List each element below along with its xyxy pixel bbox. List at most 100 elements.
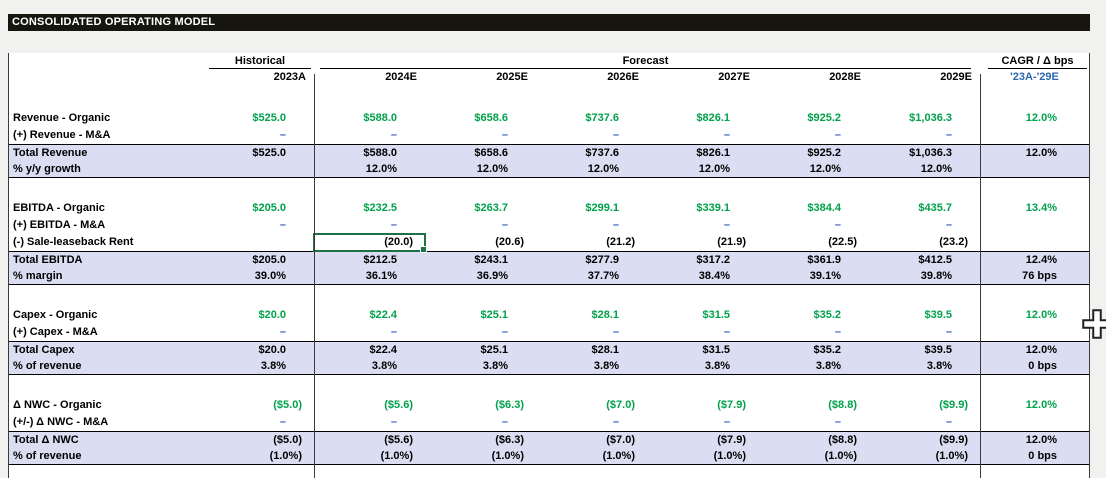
value-cell[interactable]: 3.8% (482, 360, 508, 372)
value-cell[interactable]: $22.4 (369, 344, 397, 356)
cagr-cell[interactable] (980, 324, 1089, 341)
cagr-cell[interactable]: 12.0% (1025, 434, 1057, 446)
value-cell[interactable]: $232.5 (363, 202, 397, 214)
cagr-cell[interactable]: 12.0% (1025, 344, 1057, 356)
value-cell[interactable]: $925.2 (807, 147, 841, 159)
value-cell[interactable]: – (612, 326, 619, 338)
value-cell[interactable]: $25.1 (480, 309, 508, 321)
value-cell[interactable]: – (945, 416, 952, 428)
year-header-2029e[interactable]: 2029E (940, 71, 972, 83)
value-cell[interactable]: – (945, 219, 952, 231)
cagr-cell[interactable]: 0 bps (1028, 450, 1057, 462)
value-cell[interactable]: $826.1 (696, 112, 730, 124)
value-cell[interactable]: $658.6 (474, 147, 508, 159)
value-cell[interactable]: $22.4 (369, 309, 397, 321)
value-cell[interactable]: (21.9) (717, 236, 746, 248)
value-cell[interactable]: (22.5) (828, 236, 857, 248)
value-cell[interactable]: $588.0 (363, 147, 397, 159)
cagr-cell[interactable]: 12.4% (1025, 254, 1057, 266)
value-cell[interactable]: (1.0%) (935, 450, 968, 462)
value-cell[interactable]: – (723, 219, 730, 231)
cagr-cell[interactable]: 13.4% (1025, 202, 1057, 214)
value-cell[interactable]: 37.7% (587, 270, 619, 282)
value-cell[interactable]: $35.2 (813, 344, 841, 356)
value-cell[interactable]: 12.0% (476, 163, 508, 175)
cagr-cell[interactable]: 12.0% (1025, 112, 1057, 124)
row-label-cell[interactable]: % margin (13, 270, 63, 282)
value-cell[interactable]: – (945, 326, 952, 338)
row-label-cell[interactable]: Total Capex (13, 344, 75, 356)
value-cell[interactable]: – (279, 219, 286, 231)
cagr-cell[interactable] (980, 127, 1089, 144)
cagr-period-header[interactable]: '23A-'29E (1010, 71, 1059, 83)
value-cell[interactable]: 39.0% (254, 270, 286, 282)
value-cell[interactable]: – (834, 416, 841, 428)
row-label-cell[interactable]: Capex - Organic (13, 309, 98, 321)
row-label-cell[interactable]: Total Δ NWC (13, 434, 79, 446)
cagr-cell[interactable] (980, 161, 1089, 177)
value-cell[interactable]: ($7.0) (606, 399, 635, 411)
row-label-cell[interactable]: (+) Revenue - M&A (13, 129, 111, 141)
value-cell[interactable]: ($7.9) (717, 434, 746, 446)
value-cell[interactable]: 39.1% (809, 270, 841, 282)
value-cell[interactable]: 12.0% (809, 163, 841, 175)
value-cell[interactable]: $31.5 (702, 344, 730, 356)
value-cell[interactable]: $20.0 (258, 309, 286, 321)
value-cell[interactable]: – (723, 129, 730, 141)
value-cell[interactable]: 3.8% (704, 360, 730, 372)
year-header-2026e[interactable]: 2026E (607, 71, 639, 83)
value-cell[interactable]: – (501, 416, 508, 428)
value-cell[interactable]: (20.6) (495, 236, 524, 248)
cagr-group-header[interactable]: CAGR / Δ bps (988, 54, 1087, 69)
row-label-cell[interactable]: (+) Capex - M&A (13, 326, 98, 338)
value-cell[interactable]: $384.4 (807, 202, 841, 214)
value-cell[interactable]: $28.1 (591, 309, 619, 321)
value-cell[interactable]: $435.7 (918, 202, 952, 214)
row-label-cell[interactable]: Revenue - Organic (13, 112, 111, 124)
value-cell[interactable]: ($6.3) (495, 434, 524, 446)
cagr-cell[interactable]: 76 bps (1022, 270, 1057, 282)
value-cell[interactable]: $525.0 (252, 112, 286, 124)
value-cell[interactable]: – (279, 416, 286, 428)
value-cell[interactable]: ($9.9) (939, 434, 968, 446)
value-cell[interactable]: $361.9 (807, 254, 841, 266)
value-cell[interactable]: ($7.9) (717, 399, 746, 411)
value-cell[interactable]: – (612, 416, 619, 428)
year-header-2025e[interactable]: 2025E (496, 71, 528, 83)
value-cell[interactable]: – (612, 129, 619, 141)
value-cell[interactable]: $25.1 (480, 344, 508, 356)
value-cell[interactable]: ($5.6) (384, 434, 413, 446)
value-cell[interactable]: – (723, 326, 730, 338)
value-cell[interactable]: $525.0 (252, 147, 286, 159)
row-label-cell[interactable]: % of revenue (13, 360, 82, 372)
value-cell[interactable]: 12.0% (587, 163, 619, 175)
value-cell[interactable]: $737.6 (585, 147, 619, 159)
value-cell[interactable]: $205.0 (252, 254, 286, 266)
row-label-cell[interactable]: (+/-) Δ NWC - M&A (13, 416, 109, 428)
value-cell[interactable]: $277.9 (585, 254, 619, 266)
row-label-cell[interactable]: % of revenue (13, 450, 82, 462)
historical-group-header[interactable]: Historical (209, 54, 311, 69)
value-cell[interactable]: – (723, 416, 730, 428)
value-cell[interactable]: – (279, 129, 286, 141)
value-cell[interactable]: 36.1% (365, 270, 397, 282)
value-cell[interactable]: $39.5 (924, 309, 952, 321)
value-cell[interactable]: (1.0%) (380, 450, 413, 462)
value-cell[interactable]: – (501, 219, 508, 231)
value-cell[interactable]: 12.0% (920, 163, 952, 175)
forecast-group-header[interactable]: Forecast (320, 54, 971, 69)
year-header-2024e[interactable]: 2024E (385, 71, 417, 83)
value-cell[interactable]: 39.8% (920, 270, 952, 282)
value-cell[interactable]: 3.8% (593, 360, 619, 372)
value-cell[interactable]: 3.8% (815, 360, 841, 372)
row-label-cell[interactable]: Total Revenue (13, 147, 88, 159)
value-cell[interactable]: (1.0%) (491, 450, 524, 462)
value-cell[interactable]: – (390, 416, 397, 428)
value-cell[interactable]: 12.0% (365, 163, 397, 175)
value-cell[interactable]: ($9.9) (939, 399, 968, 411)
cagr-cell[interactable]: 0 bps (1028, 360, 1057, 372)
value-cell[interactable]: ($7.0) (606, 434, 635, 446)
value-cell[interactable]: $412.5 (918, 254, 952, 266)
value-cell[interactable]: $299.1 (585, 202, 619, 214)
value-cell[interactable]: ($8.8) (828, 399, 857, 411)
